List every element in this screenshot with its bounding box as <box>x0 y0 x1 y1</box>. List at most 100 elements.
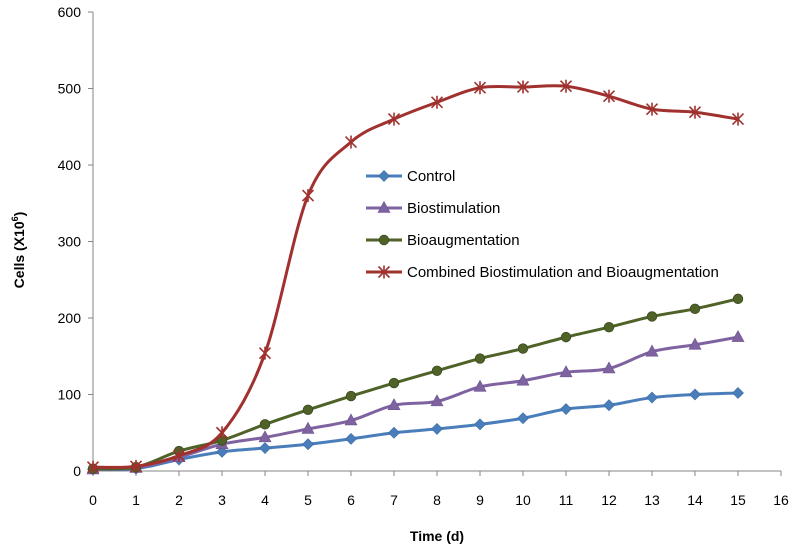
data-point <box>559 365 573 378</box>
data-point <box>645 344 659 357</box>
data-point <box>646 391 658 404</box>
legend-marker <box>377 200 391 213</box>
data-point <box>474 418 486 431</box>
data-point <box>473 81 487 95</box>
x-tick-label: 10 <box>515 492 531 508</box>
x-tick-label: 2 <box>175 492 183 508</box>
data-point <box>602 361 616 374</box>
y-tick-label: 0 <box>73 463 81 479</box>
series-0 <box>87 387 744 476</box>
legend-label: Bioaugmentation <box>407 232 520 249</box>
legend-label: Biostimulation <box>407 200 500 217</box>
data-point <box>259 442 271 454</box>
x-tick-label: 7 <box>390 492 398 508</box>
legend: Control Biostimulation Bioaugmentation Comb… <box>366 168 719 281</box>
x-tick-label: 0 <box>89 492 97 508</box>
data-point <box>559 79 573 93</box>
data-point <box>560 331 572 343</box>
data-point <box>688 105 702 119</box>
data-point <box>388 426 400 439</box>
series-line <box>91 391 740 472</box>
y-axis-title-exponent: 6 <box>10 216 20 221</box>
data-point <box>431 423 443 435</box>
legend-item: Combined Biostimulation and Bioaugmentat… <box>366 264 719 281</box>
y-tick-label: 300 <box>58 234 82 250</box>
data-point <box>560 403 572 415</box>
data-point <box>603 399 615 412</box>
legend-marker <box>378 234 390 246</box>
legend-item: Bioaugmentation <box>366 232 520 249</box>
x-tick-label: 9 <box>476 492 484 508</box>
data-point <box>430 95 444 109</box>
x-tick-label: 8 <box>433 492 441 508</box>
x-tick-label: 12 <box>601 492 617 508</box>
legend-item: Control <box>366 168 455 185</box>
data-point <box>345 432 357 445</box>
y-axis-title: Cells (X106) <box>10 212 27 289</box>
data-point <box>302 404 314 416</box>
data-point <box>387 398 401 411</box>
series-2 <box>87 293 744 474</box>
data-point <box>689 303 701 315</box>
x-tick-label: 14 <box>687 492 703 508</box>
series-line <box>91 335 740 471</box>
data-point <box>731 329 745 342</box>
data-point <box>516 80 530 94</box>
y-tick-label: 100 <box>58 387 82 403</box>
data-point <box>387 112 401 126</box>
data-point <box>388 377 400 389</box>
data-point <box>301 421 315 434</box>
data-point <box>602 89 616 103</box>
data-point <box>516 373 530 386</box>
data-point <box>603 321 615 333</box>
data-point <box>732 387 744 399</box>
legend-label: Combined Biostimulation and Bioaugmentat… <box>407 264 719 281</box>
data-point <box>301 189 315 203</box>
y-axis-title-main: Cells (X10 <box>11 221 27 288</box>
y-tick-label: 600 <box>58 4 82 20</box>
data-point <box>430 394 444 407</box>
data-point <box>259 419 271 430</box>
x-tick-label: 5 <box>304 492 312 508</box>
data-point <box>345 390 357 402</box>
x-tick-label: 15 <box>730 492 746 508</box>
data-point <box>344 413 358 426</box>
series-line <box>91 297 740 471</box>
data-point <box>302 438 314 451</box>
legend-label: Control <box>407 168 455 185</box>
data-point <box>517 343 529 354</box>
data-point <box>86 460 100 474</box>
x-tick-label: 1 <box>132 492 140 508</box>
legend-marker <box>377 265 391 279</box>
data-point <box>344 135 358 149</box>
data-point <box>431 365 443 376</box>
x-tick-label: 6 <box>347 492 355 508</box>
legend-marker <box>378 170 390 182</box>
data-point <box>646 311 658 322</box>
x-axis-title: Time (d) <box>410 528 464 544</box>
series-3 <box>86 79 745 474</box>
y-tick-label: 400 <box>58 157 82 173</box>
data-point <box>172 449 186 463</box>
x-tick-label: 13 <box>644 492 660 508</box>
legend-item: Biostimulation <box>366 200 500 217</box>
y-tick-label: 200 <box>58 310 82 326</box>
data-point <box>258 430 272 443</box>
data-point <box>731 112 745 126</box>
data-point <box>645 102 659 116</box>
data-point <box>215 426 229 440</box>
x-tick-label: 3 <box>218 492 226 508</box>
data-point <box>517 412 529 425</box>
x-tick-label: 11 <box>559 492 574 508</box>
data-point <box>689 388 701 401</box>
x-tick-label: 16 <box>773 492 789 508</box>
data-point <box>688 337 702 350</box>
data-point <box>129 459 143 473</box>
y-axis-title-close: ) <box>11 212 27 217</box>
y-tick-label: 500 <box>58 81 82 97</box>
data-point <box>258 346 272 360</box>
data-point <box>216 445 228 458</box>
series-layer <box>86 79 745 476</box>
